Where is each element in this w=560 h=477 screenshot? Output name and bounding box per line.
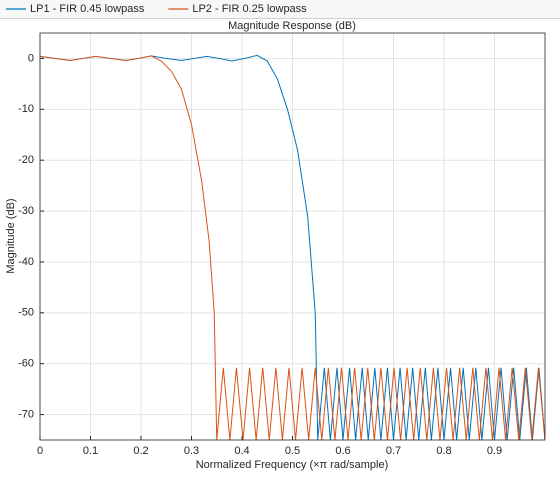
y-tick-label: -60 (18, 358, 34, 370)
legend-bar (0, 0, 560, 18)
y-tick-label: -70 (18, 408, 34, 420)
axes-box (39, 32, 546, 441)
x-tick-label: 0.6 (335, 445, 350, 457)
y-tick-label: 0 (28, 52, 34, 64)
y-tick-label: -50 (18, 307, 34, 319)
x-tick-label: 0.9 (487, 445, 502, 457)
x-tick-label: 0.7 (386, 445, 401, 457)
x-tick-label: 0.3 (184, 445, 199, 457)
x-tick-label: 0.8 (436, 445, 451, 457)
y-tick-label: -40 (18, 256, 34, 268)
x-tick-label: 0.4 (234, 445, 249, 457)
legend-label: LP1 - FIR 0.45 lowpass (30, 3, 145, 15)
x-tick-label: 0.2 (133, 445, 148, 457)
x-axis-label: Normalized Frequency (×π rad/sample) (196, 459, 389, 471)
legend-label: LP2 - FIR 0.25 lowpass (192, 3, 307, 15)
series-line (40, 55, 545, 440)
chart-title: Magnitude Response (dB) (228, 20, 356, 32)
plot-lines (40, 54, 545, 440)
x-tick-label: 0.1 (83, 445, 98, 457)
y-axis-label: Magnitude (dB) (5, 198, 17, 273)
y-tick-label: -10 (18, 103, 34, 115)
series-line (40, 54, 545, 440)
x-tick-label: 0.5 (285, 445, 300, 457)
y-tick-label: -30 (18, 205, 34, 217)
x-tick-label: 0 (37, 445, 43, 457)
y-tick-label: -20 (18, 154, 34, 166)
